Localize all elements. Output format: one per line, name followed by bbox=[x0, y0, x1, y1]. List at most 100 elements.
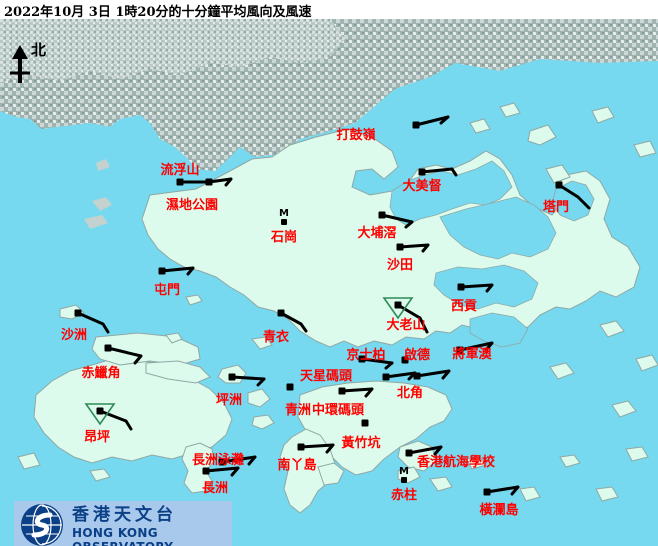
station-label: 坪洲 bbox=[215, 393, 243, 408]
wind-barb bbox=[414, 115, 450, 127]
station-dot bbox=[413, 372, 421, 380]
wind-barb bbox=[160, 266, 195, 276]
logo-english-text: HONG KONG OBSERVATORY bbox=[72, 526, 173, 546]
station-label: 中環碼頭 bbox=[311, 403, 365, 418]
station-dot bbox=[378, 211, 386, 219]
station-dot bbox=[418, 168, 426, 176]
station-label: 赤鱲角 bbox=[81, 366, 121, 381]
page-title: 2022年10月 3日 1時20分的十分鐘平均風向及風速 bbox=[4, 5, 312, 20]
station-dot bbox=[457, 283, 465, 291]
station-dot bbox=[456, 346, 464, 354]
mountain-station-marker-layer bbox=[84, 297, 414, 426]
station-label: 天星碼頭 bbox=[299, 369, 353, 384]
station-label: 沙田 bbox=[386, 258, 414, 273]
cheung-chau-island bbox=[181, 442, 215, 494]
station-label: 啟德 bbox=[403, 348, 431, 363]
station-label: 將軍澳 bbox=[452, 347, 492, 362]
logo-chinese-text: 香港天文台 bbox=[72, 505, 177, 525]
station-label: 屯門 bbox=[153, 283, 181, 298]
wind-barb bbox=[458, 341, 494, 352]
map-canvas: 北 打鼓嶺 流浮山 濕地公園 M 石崗 大埔滘 大美督 塔門 沙田 屯門 西貢 大老山 沙洲 青衣 京士柏 啟… bbox=[0, 19, 658, 546]
station-label: 赤柱 bbox=[390, 488, 418, 503]
station-dot bbox=[401, 356, 409, 364]
station-label: 青洲 bbox=[284, 403, 312, 418]
station-dot bbox=[96, 407, 104, 415]
lamma-island bbox=[279, 428, 345, 514]
M-marker: M bbox=[399, 467, 409, 483]
station-label: 濕地公園 bbox=[165, 198, 219, 213]
station-label: 青衣 bbox=[262, 330, 290, 345]
station-label: 大埔滘 bbox=[357, 226, 397, 241]
station-dot bbox=[382, 373, 390, 381]
hko-logo: 香港天文台 HONG KONG OBSERVATORY bbox=[14, 501, 232, 546]
station-label: 打鼓嶺 bbox=[336, 128, 376, 143]
station-dot bbox=[405, 449, 413, 457]
wind-barb bbox=[230, 375, 266, 387]
station-dot bbox=[338, 387, 346, 395]
station-label: 北角 bbox=[396, 386, 424, 401]
station-dot bbox=[205, 178, 213, 186]
station-label: 沙洲 bbox=[60, 328, 88, 343]
wind-barb bbox=[340, 387, 374, 398]
station-dot bbox=[358, 355, 366, 363]
wind-barb bbox=[407, 445, 443, 456]
wind-barb bbox=[360, 357, 394, 370]
station-label: 石崗 bbox=[270, 230, 298, 245]
station-label: 京士柏 bbox=[346, 348, 386, 363]
wind-barb bbox=[220, 455, 257, 466]
wind-barb bbox=[420, 167, 458, 177]
mountain-station-triangle bbox=[382, 297, 414, 320]
station-label: 昂坪 bbox=[83, 430, 111, 445]
station-label: 長洲 bbox=[201, 481, 229, 496]
wind-barb bbox=[396, 303, 429, 334]
station-dot bbox=[394, 301, 402, 309]
station-dot bbox=[74, 309, 82, 317]
wind-barb bbox=[178, 177, 233, 187]
wind-barb bbox=[76, 311, 110, 334]
wind-barb bbox=[398, 243, 430, 253]
station-dot bbox=[202, 467, 210, 475]
station-label: 塔門 bbox=[542, 200, 570, 215]
station-label: 大老山 bbox=[386, 318, 426, 333]
station-dot bbox=[297, 443, 305, 451]
station-dot bbox=[158, 267, 166, 275]
station-dot bbox=[412, 121, 420, 129]
station-dot bbox=[361, 419, 369, 427]
station-label: 橫瀾島 bbox=[479, 503, 519, 518]
tolo-harbour-water bbox=[389, 160, 595, 260]
mainland-landmass bbox=[0, 19, 658, 229]
station-dot bbox=[396, 243, 404, 251]
station-dot bbox=[277, 309, 285, 317]
wind-barb bbox=[380, 213, 414, 229]
station-dot bbox=[104, 344, 112, 352]
station-label: 香港航海學校 bbox=[416, 455, 496, 470]
wind-barb bbox=[459, 283, 494, 293]
wind-barb bbox=[299, 443, 335, 454]
station-dot bbox=[228, 373, 236, 381]
title-bar: 2022年10月 3日 1時20分的十分鐘平均風向及風速 bbox=[0, 0, 658, 20]
station-label: 西貢 bbox=[450, 299, 478, 314]
small-islands bbox=[17, 102, 658, 502]
wind-barb bbox=[415, 369, 451, 380]
wind-barb bbox=[106, 346, 143, 365]
sai-kung-water bbox=[433, 264, 539, 348]
station-dot bbox=[555, 181, 563, 189]
lantau-island bbox=[33, 332, 233, 464]
north-arrow: 北 bbox=[6, 43, 66, 89]
station-label: 黃竹坑 bbox=[341, 436, 381, 451]
wind-barb bbox=[485, 485, 520, 496]
station-dot bbox=[218, 458, 226, 466]
station-label: 長洲泳灘 bbox=[191, 453, 245, 468]
station-label: 大美督 bbox=[402, 179, 442, 194]
wind-barb bbox=[204, 466, 240, 477]
wind-barb bbox=[98, 409, 133, 431]
station-dot bbox=[483, 488, 491, 496]
north-label: 北 bbox=[31, 41, 47, 59]
M-marker: M bbox=[279, 209, 289, 225]
map-graphics bbox=[0, 19, 658, 546]
wind-barb-layer bbox=[76, 115, 591, 496]
hko-emblem-icon bbox=[21, 504, 63, 546]
station-dot bbox=[176, 178, 184, 186]
station-label: 南丫島 bbox=[277, 458, 317, 473]
